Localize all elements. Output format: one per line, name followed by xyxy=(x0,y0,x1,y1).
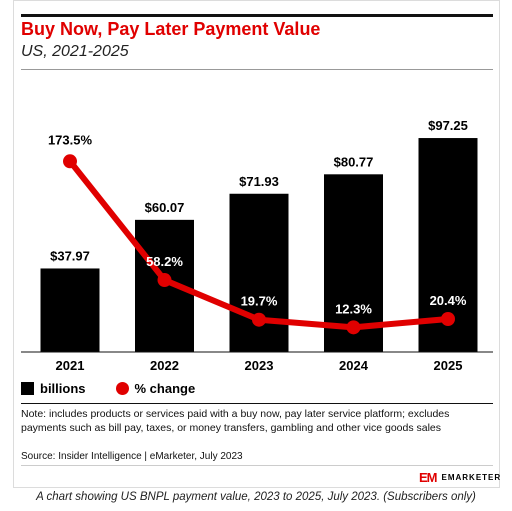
x-tick-label-2024: 2024 xyxy=(339,358,369,373)
line-point-2023 xyxy=(252,312,266,327)
emarketer-logo: EM EMARKETER xyxy=(419,470,501,485)
line-value-label-2025: 20.4% xyxy=(430,293,467,308)
emarketer-logo-text: EMARKETER xyxy=(441,473,502,482)
x-tick-label-2023: 2023 xyxy=(245,358,274,373)
chart-source: Source: Insider Intelligence | eMarketer… xyxy=(21,451,243,462)
bar-value-label-2024: $80.77 xyxy=(334,154,374,169)
line-point-2022 xyxy=(157,273,172,288)
bar-value-label-2023: $71.93 xyxy=(239,174,279,189)
bar-value-label-2021: $37.97 xyxy=(50,248,90,263)
legend-line-swatch xyxy=(115,381,129,395)
legend-bar-label: billions xyxy=(40,380,86,396)
chart-note: Note: includes products or services paid… xyxy=(21,408,450,434)
line-value-label-2024: 12.3% xyxy=(335,301,372,316)
line-point-2024 xyxy=(346,320,361,335)
bar-2021 xyxy=(40,268,100,352)
legend: billions % change xyxy=(21,379,195,397)
image-caption: A chart showing US BNPL payment value, 2… xyxy=(36,491,476,503)
chart-plot: $37.97 2021 $60.07 2022 $71.93 2023 $80.77 2024… xyxy=(21,118,493,373)
line-layer xyxy=(63,154,455,335)
footer-divider xyxy=(21,465,493,466)
emarketer-logo-mark: EM xyxy=(419,470,437,485)
x-tick-label-2021: 2021 xyxy=(56,358,85,373)
line-point-2025 xyxy=(441,311,455,326)
line-point-2021 xyxy=(63,154,77,169)
chart-title: Buy Now, Pay Later Payment Value xyxy=(21,19,321,39)
line-value-label-2022: 58.2% xyxy=(146,254,183,269)
top-rule xyxy=(21,14,493,17)
legend-divider xyxy=(21,403,493,404)
line-value-label-2021: 173.5% xyxy=(48,132,93,147)
x-tick-label-2025: 2025 xyxy=(434,358,463,373)
legend-line-label: % change xyxy=(134,380,196,396)
legend-bar-swatch xyxy=(21,381,34,395)
line-value-label-2023: 19.7% xyxy=(241,294,278,309)
title-divider xyxy=(21,69,493,70)
x-tick-label-2022: 2022 xyxy=(150,358,179,373)
chart-subtitle: US, 2021-2025 xyxy=(21,43,129,60)
bar-value-label-2022: $60.07 xyxy=(145,200,185,215)
bar-2023 xyxy=(229,193,289,352)
bar-value-label-2025: $97.25 xyxy=(428,118,468,133)
labels-layer: $37.97 2021 $60.07 2022 $71.93 2023 $80.77 2024… xyxy=(48,118,468,373)
